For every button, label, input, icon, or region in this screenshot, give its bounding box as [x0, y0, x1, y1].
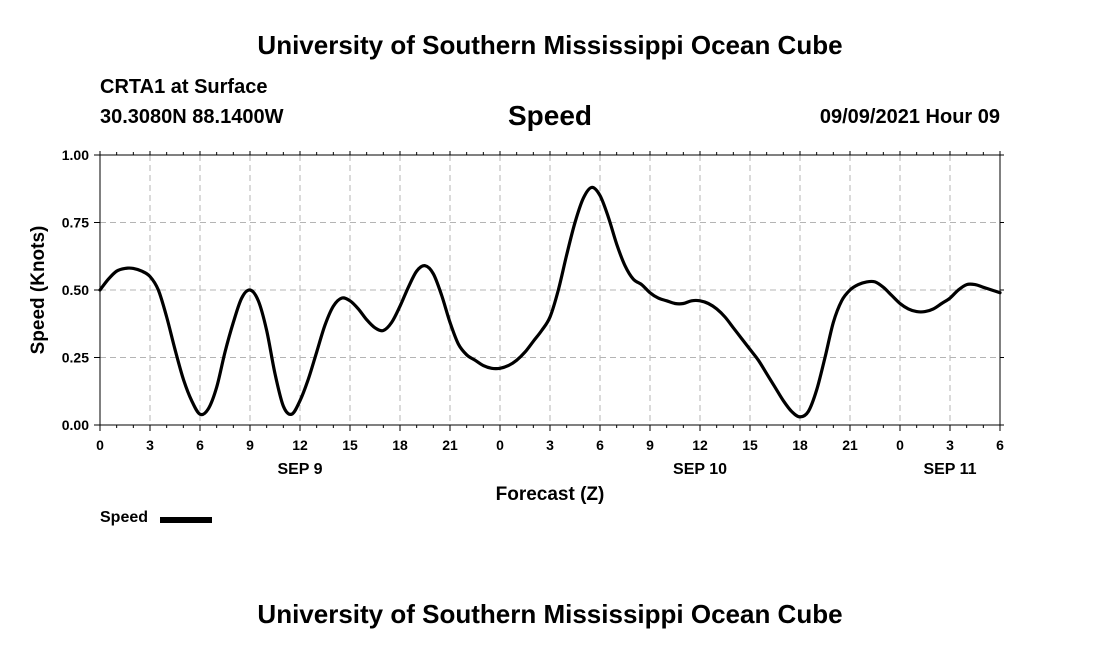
x-tick-label: 6 [196, 437, 204, 453]
x-tick-label: 0 [496, 437, 504, 453]
x-tick-label: 18 [392, 437, 408, 453]
forecast-datetime: 09/09/2021 Hour 09 [819, 106, 1000, 128]
y-tick-label: 0.75 [62, 215, 89, 231]
chart-header-title: University of Southern Mississippi Ocean… [257, 30, 843, 60]
axis-ticks [94, 151, 1004, 431]
y-tick-labels: 0.00 0.25 0.50 0.75 1.00 [62, 147, 89, 433]
x-tick-label: 3 [546, 437, 554, 453]
x-tick-label: 0 [896, 437, 904, 453]
station-coordinates: 30.3080N 88.1400W [100, 106, 284, 128]
y-tick-label: 0.00 [62, 417, 89, 433]
x-tick-label: 15 [742, 437, 758, 453]
x-tick-label: 3 [146, 437, 154, 453]
chart-footer-title: University of Southern Mississippi Ocean… [257, 599, 843, 629]
x-tick-label: 15 [342, 437, 358, 453]
variable-title: Speed [507, 100, 593, 131]
y-axis-label: Speed (Knots) [28, 226, 49, 355]
y-tick-label: 0.50 [62, 282, 89, 298]
legend-label: Speed [100, 509, 149, 526]
y-tick-label: 0.25 [62, 350, 89, 366]
x-tick-label: 6 [596, 437, 604, 453]
day-label: SEP 11 [923, 461, 976, 478]
y-tick-label: 1.00 [62, 147, 89, 163]
x-tick-label: 6 [996, 437, 1004, 453]
day-label: SEP 9 [277, 461, 322, 478]
station-name: CRTA1 at Surface [100, 76, 268, 98]
series-line-speed [98, 185, 1002, 419]
x-tick-label: 3 [946, 437, 954, 453]
x-tick-label: 9 [246, 437, 254, 453]
series-lines [98, 185, 1002, 419]
x-tick-label: 21 [442, 437, 458, 453]
x-tick-labels: 0 3 6 9 12 15 18 21 0 3 6 9 12 15 18 21 0 3 6 [96, 437, 1004, 453]
chart-grid [100, 155, 1000, 425]
legend-swatch [160, 517, 212, 523]
x-tick-label: 9 [646, 437, 654, 453]
day-labels: SEP 9 SEP 10 SEP 11 [277, 461, 976, 478]
x-tick-label: 12 [292, 437, 308, 453]
x-tick-label: 0 [96, 437, 104, 453]
x-tick-label: 12 [692, 437, 708, 453]
x-axis-label: Forecast (Z) [496, 484, 605, 505]
x-tick-label: 18 [792, 437, 808, 453]
day-label: SEP 10 [673, 461, 727, 478]
x-tick-label: 21 [842, 437, 858, 453]
